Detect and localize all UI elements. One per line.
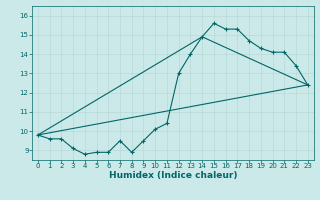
X-axis label: Humidex (Indice chaleur): Humidex (Indice chaleur)	[108, 171, 237, 180]
